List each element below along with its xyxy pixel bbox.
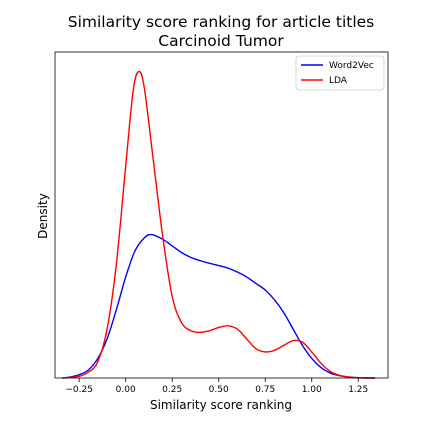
series-line-word2vec	[62, 233, 375, 379]
chart-subtitle: Carcinoid Tumor	[158, 32, 284, 50]
x-axis-ticks: −0.25 0.00 0.25 0.50 0.75 1.00 1.25	[65, 378, 368, 395]
legend-label-word2vec: Word2Vec	[329, 61, 374, 71]
plot-lines	[62, 70, 375, 379]
x-tick-label: −0.25	[65, 385, 93, 395]
legend-label-lda: LDA	[329, 76, 348, 86]
x-tick-label: 1.00	[302, 385, 322, 395]
x-tick-label: 0.50	[209, 385, 229, 395]
x-axis-label: Similarity score ranking	[150, 398, 292, 412]
x-tick-label: 0.75	[255, 385, 275, 395]
chart-title: Similarity score ranking for article tit…	[68, 13, 375, 31]
x-tick-label: 1.25	[348, 385, 368, 395]
x-tick-label: 0.00	[116, 385, 136, 395]
x-tick-label: 0.25	[162, 385, 182, 395]
legend: Word2Vec LDA	[295, 55, 385, 91]
series-line-lda	[62, 70, 375, 379]
plot-frame	[54, 51, 389, 379]
y-axis-label: Density	[36, 193, 50, 239]
